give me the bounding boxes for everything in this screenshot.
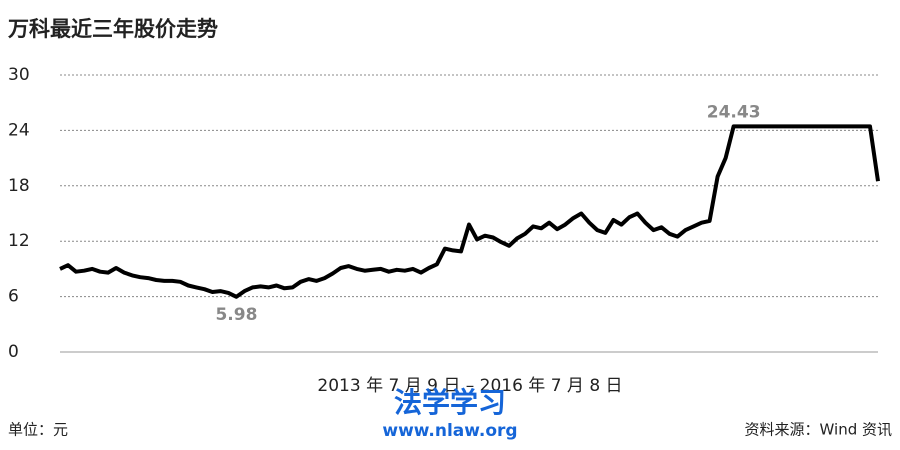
y-tick-label: 12 xyxy=(8,231,30,251)
x-axis-label: 2013 年 7 月 9 日 – 2016 年 7 月 8 日 xyxy=(317,376,622,396)
watermark: 法学学习 xyxy=(394,386,506,419)
watermark-url: www.nlaw.org xyxy=(382,421,517,441)
y-tick-label: 6 xyxy=(8,287,19,307)
y-tick-label: 18 xyxy=(8,176,30,196)
y-tick-label: 30 xyxy=(8,65,30,85)
y-tick-label: 0 xyxy=(8,342,19,362)
y-tick-label: 24 xyxy=(8,120,30,140)
price-line xyxy=(59,124,880,299)
data-label: 24.43 xyxy=(707,102,761,122)
source-note: 资料来源：Wind 资讯 xyxy=(745,421,892,439)
data-label: 5.98 xyxy=(215,305,257,325)
chart-title: 万科最近三年股价走势 xyxy=(7,17,218,41)
unit-note: 单位：元 xyxy=(8,421,68,439)
